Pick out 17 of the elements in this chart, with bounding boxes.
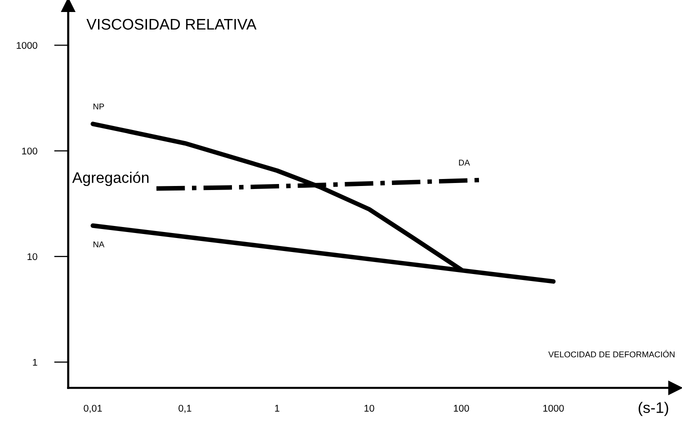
y-tick-label: 1	[32, 358, 38, 366]
y-axis-title: VISCOSIDAD RELATIVA	[86, 18, 256, 30]
x-tick-label: 1000	[543, 404, 564, 412]
y-tick-label: 1000	[16, 42, 38, 49]
x-tick-label: 0,01	[84, 404, 102, 413]
annotation: NA	[94, 241, 104, 248]
x-tick-label: 1	[275, 404, 280, 412]
text: (s-1)	[638, 402, 668, 416]
x-tick-label: 0,1	[178, 404, 192, 413]
annotation: DA	[459, 160, 470, 166]
annotation: Agregación	[72, 172, 148, 186]
x-tick-label: 100	[454, 404, 470, 412]
y-tick-label: 100	[22, 148, 38, 154]
x-axis-title: VELOCIDAD DE DEFORMACIÓN	[548, 350, 674, 358]
y-tick-label: 10	[28, 253, 38, 260]
x-tick-label: 10	[364, 404, 374, 412]
annotation: NP	[94, 104, 104, 110]
